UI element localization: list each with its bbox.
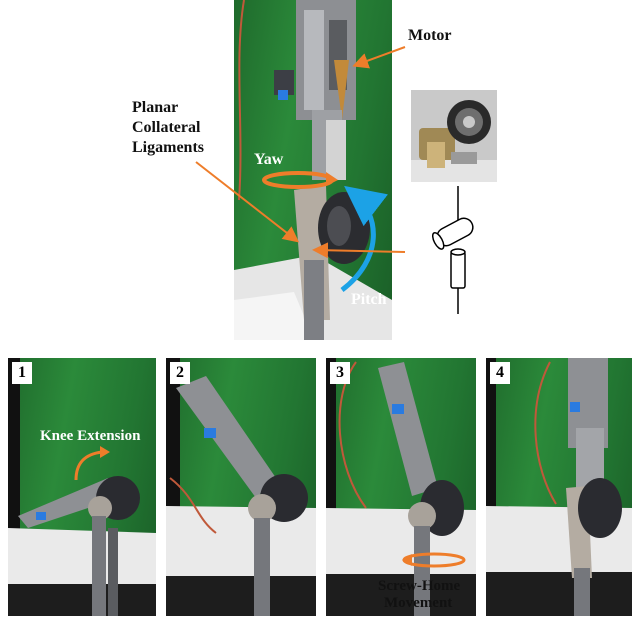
panel-2-number: 2 bbox=[170, 362, 190, 384]
screw-home-arrow bbox=[402, 552, 466, 568]
joint-inset-photo bbox=[411, 90, 497, 182]
panel-3-number: 3 bbox=[330, 362, 350, 384]
panel-2-illustration bbox=[166, 358, 316, 616]
motor-label: Motor bbox=[408, 27, 452, 44]
ligaments-label-line3: Ligaments bbox=[132, 139, 204, 156]
yaw-label: Yaw bbox=[254, 151, 284, 168]
pitch-label: Pitch bbox=[351, 291, 387, 308]
pitch-rotation-arrow bbox=[340, 185, 388, 292]
joint-inset-illustration bbox=[411, 100, 497, 182]
ligament-pointer-arrow bbox=[195, 161, 300, 243]
annotation-arrows bbox=[195, 46, 406, 292]
motor-pointer-arrow bbox=[352, 46, 406, 69]
ligaments-label-line2: Collateral bbox=[132, 119, 201, 136]
sequence-panel-3: 3 Screw-Home Movement bbox=[326, 358, 476, 616]
screw-home-label-line1: Screw-Home bbox=[378, 578, 461, 594]
panel-4-illustration bbox=[486, 358, 632, 616]
screw-home-label-line2: Movement bbox=[384, 595, 453, 611]
sequence-panel-1: 1 Knee Extension bbox=[8, 358, 156, 616]
panel-1-illustration bbox=[8, 358, 156, 616]
knee-extension-label: Knee Extension bbox=[40, 428, 141, 444]
panel-1-number: 1 bbox=[12, 362, 32, 384]
ligaments-label-line1: Planar bbox=[132, 99, 179, 116]
joint-pointer-arrow bbox=[312, 242, 406, 259]
knee-extension-arrow bbox=[74, 446, 110, 481]
main-robot-illustration bbox=[234, 0, 392, 340]
sequence-panel-4: 4 bbox=[486, 358, 632, 616]
panel-4-number: 4 bbox=[490, 362, 510, 384]
joint-schematic bbox=[431, 186, 474, 314]
yaw-rotation-arrow bbox=[262, 171, 334, 189]
sequence-panel-2: 2 bbox=[166, 358, 316, 616]
